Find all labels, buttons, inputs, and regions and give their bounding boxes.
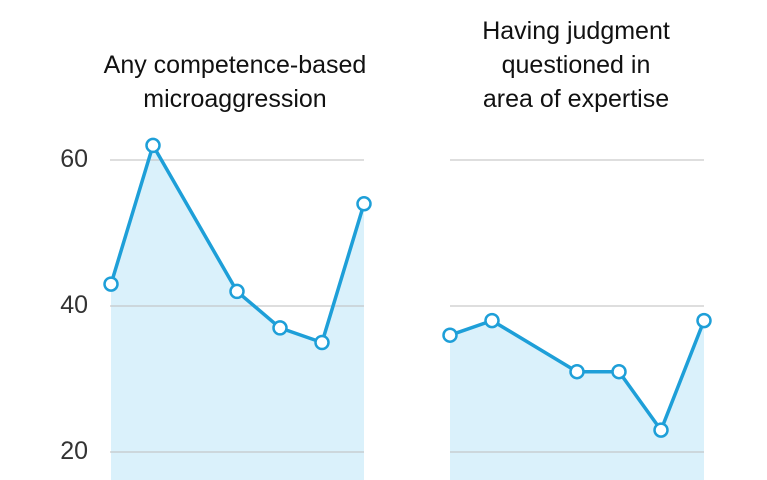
- panel-2-area-fill: [450, 320, 704, 480]
- panel-2-point-4: [611, 363, 627, 380]
- panel-2-point-2: [484, 312, 500, 329]
- panel-2-point-5: [653, 422, 669, 438]
- panel-2-point-3: [569, 363, 585, 380]
- y-tick-label-20: 20: [60, 437, 88, 465]
- panel-2-title: Having judgment questioned in area of ex…: [482, 17, 670, 113]
- panel-1-title: Any competence-based microaggression: [103, 51, 367, 113]
- panel-1-area-fill: [111, 145, 364, 480]
- panel-1-point-3: [229, 283, 245, 300]
- y-tick-label-60: 60: [60, 145, 88, 173]
- panel-1-point-5: [314, 334, 330, 351]
- panel-1-series-line: [109, 143, 366, 345]
- panel-1-point-2: [145, 137, 161, 154]
- panel-1-point-1: [103, 276, 119, 292]
- panel-1-point-6: [356, 196, 372, 212]
- panel-2-point-6: [696, 312, 712, 329]
- panel-1-point-4: [272, 320, 288, 336]
- y-tick-label-40: 40: [60, 291, 88, 319]
- panel-2-point-1: [442, 327, 458, 343]
